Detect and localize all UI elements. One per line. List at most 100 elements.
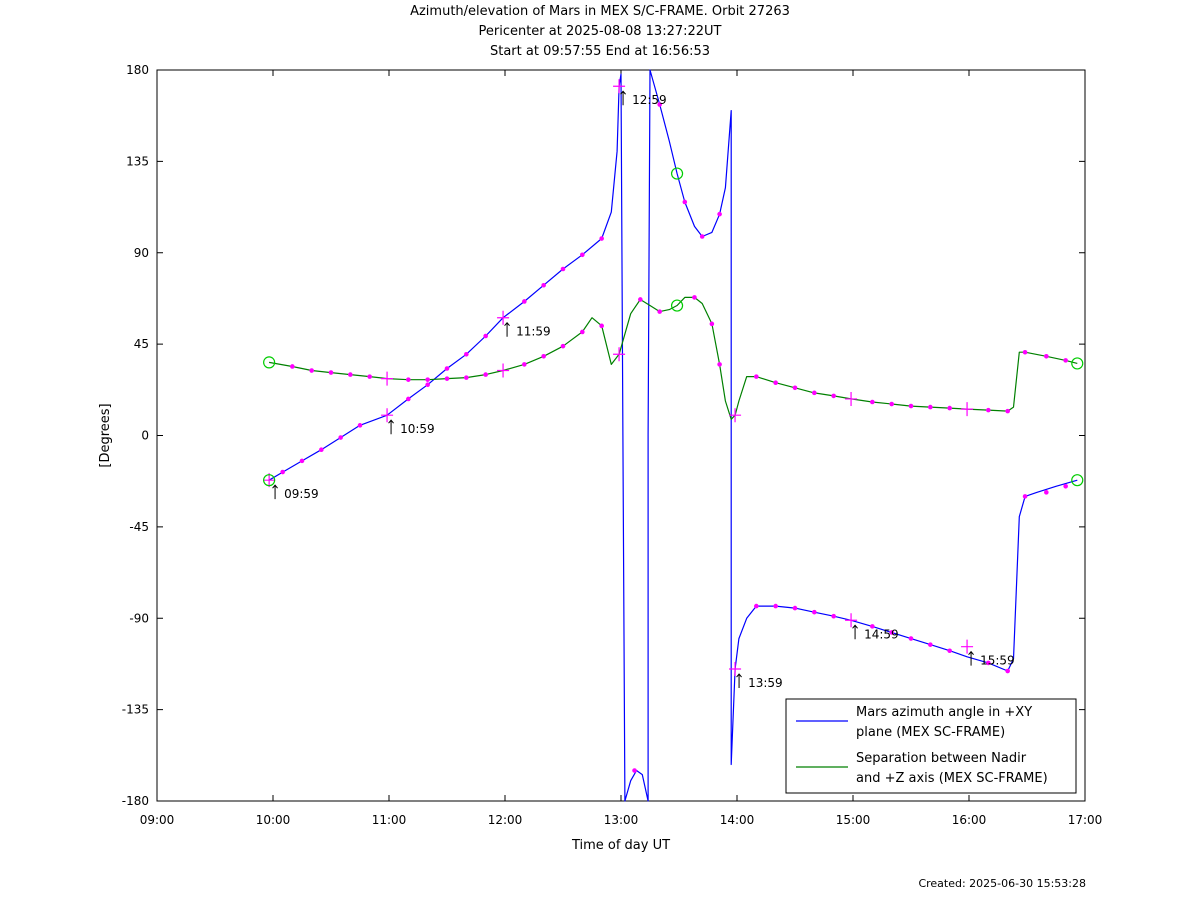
time-annotation-label: 15:59 xyxy=(980,654,1015,668)
data-point-marker xyxy=(348,372,353,377)
data-point-marker xyxy=(928,642,933,647)
x-tick-label: 15:00 xyxy=(836,813,871,827)
data-point-marker xyxy=(1022,349,1028,355)
data-point-marker xyxy=(947,405,952,411)
data-point-marker xyxy=(870,624,875,629)
data-point-marker xyxy=(773,380,778,386)
x-tick-label: 11:00 xyxy=(372,813,407,827)
time-annotation-label: 11:59 xyxy=(516,325,551,339)
data-point-marker xyxy=(831,393,836,399)
data-point-marker xyxy=(560,266,566,272)
data-point-marker xyxy=(522,362,527,367)
series-line-azimuth xyxy=(268,69,1078,802)
time-annotation-label: 12:59 xyxy=(632,93,667,107)
data-point-marker xyxy=(560,343,566,349)
data-point-marker xyxy=(908,403,914,409)
data-point-marker xyxy=(483,333,488,339)
data-point-marker xyxy=(425,382,430,388)
data-point-marker xyxy=(319,447,324,453)
data-point-marker xyxy=(444,366,450,371)
data-point-marker xyxy=(464,351,469,357)
data-point-marker xyxy=(754,603,759,609)
y-axis-label: [Degrees] xyxy=(98,403,113,467)
created-timestamp: Created: 2025-06-30 15:53:28 xyxy=(918,877,1086,890)
data-point-marker xyxy=(464,375,469,380)
endpoint-circle-marker xyxy=(1071,474,1084,487)
x-tick-label: 17:00 xyxy=(1068,813,1103,827)
data-point-marker xyxy=(754,374,759,379)
legend-label: and +Z axis (MEX SC-FRAME) xyxy=(856,771,1048,786)
y-tick-label: -180 xyxy=(122,794,149,808)
data-point-marker xyxy=(870,399,875,405)
annotation-arrow xyxy=(388,419,394,435)
data-point-marker xyxy=(831,613,836,619)
x-tick-label: 10:00 xyxy=(256,813,291,827)
data-point-marker xyxy=(599,236,604,241)
y-tick-label: -90 xyxy=(129,611,149,625)
y-tick-label: 135 xyxy=(126,154,149,168)
time-annotation-label: 13:59 xyxy=(748,676,783,690)
data-point-marker xyxy=(812,390,817,396)
data-point-marker xyxy=(444,376,450,381)
annotation-arrow xyxy=(736,673,742,689)
data-point-marker xyxy=(541,354,546,359)
data-point-marker xyxy=(638,297,643,302)
data-point-marker xyxy=(483,372,488,377)
endpoint-circle-marker xyxy=(263,474,276,487)
annotation-arrow xyxy=(620,90,626,106)
legend-label: plane (MEX SC-FRAME) xyxy=(856,725,1005,740)
time-annotation-label: 14:59 xyxy=(864,627,899,641)
data-point-marker xyxy=(682,199,688,205)
data-point-marker xyxy=(986,660,991,666)
data-point-marker xyxy=(1044,490,1049,495)
data-point-marker xyxy=(709,321,715,327)
data-point-marker xyxy=(908,636,914,641)
endpoint-circle-marker xyxy=(670,299,684,312)
y-tick-label: 45 xyxy=(134,337,149,351)
data-point-marker xyxy=(947,648,952,654)
data-point-marker xyxy=(328,370,334,375)
data-point-marker xyxy=(692,295,697,300)
x-tick-label: 14:00 xyxy=(720,813,755,827)
x-tick-label: 12:00 xyxy=(488,813,523,827)
data-point-marker xyxy=(1063,483,1068,489)
x-tick-label: 09:00 xyxy=(140,813,175,827)
data-point-marker xyxy=(1044,354,1049,359)
endpoint-circle-marker xyxy=(1071,357,1084,370)
y-tick-label: -45 xyxy=(129,520,149,534)
data-point-marker xyxy=(928,404,933,410)
data-point-marker xyxy=(541,282,546,288)
data-point-marker xyxy=(290,364,295,369)
y-tick-label: 90 xyxy=(134,246,149,260)
data-point-marker xyxy=(1022,494,1028,499)
hour-cross-marker xyxy=(497,363,510,378)
data-point-marker xyxy=(425,377,430,382)
data-point-marker xyxy=(280,469,285,475)
data-point-marker xyxy=(367,374,372,379)
data-point-marker xyxy=(889,630,894,635)
annotation-arrow xyxy=(272,484,278,500)
y-tick-label: -135 xyxy=(122,703,149,717)
data-point-marker xyxy=(406,377,411,382)
data-point-marker xyxy=(357,423,363,428)
hour-cross-marker xyxy=(845,613,858,628)
annotation-arrow xyxy=(968,650,974,666)
data-point-marker xyxy=(338,435,343,440)
hour-cross-marker xyxy=(497,310,510,325)
data-point-marker xyxy=(632,768,637,773)
data-point-marker xyxy=(299,458,305,464)
hour-cross-marker xyxy=(729,408,742,423)
data-point-marker xyxy=(792,385,798,391)
x-axis-label: Time of day UT xyxy=(571,838,670,853)
hour-cross-marker xyxy=(961,639,974,654)
y-tick-label: 0 xyxy=(141,429,149,443)
legend-box xyxy=(785,698,1077,794)
chart-title-line-2: Pericenter at 2025-08-08 13:27:22UT xyxy=(478,24,722,39)
data-point-marker xyxy=(1005,408,1010,414)
hour-cross-marker xyxy=(613,79,626,94)
hour-cross-marker xyxy=(961,402,974,417)
legend-label: Separation between Nadir xyxy=(856,751,1027,766)
data-point-marker xyxy=(406,396,411,402)
x-tick-label: 16:00 xyxy=(952,813,987,827)
x-tick-label: 13:00 xyxy=(604,813,639,827)
